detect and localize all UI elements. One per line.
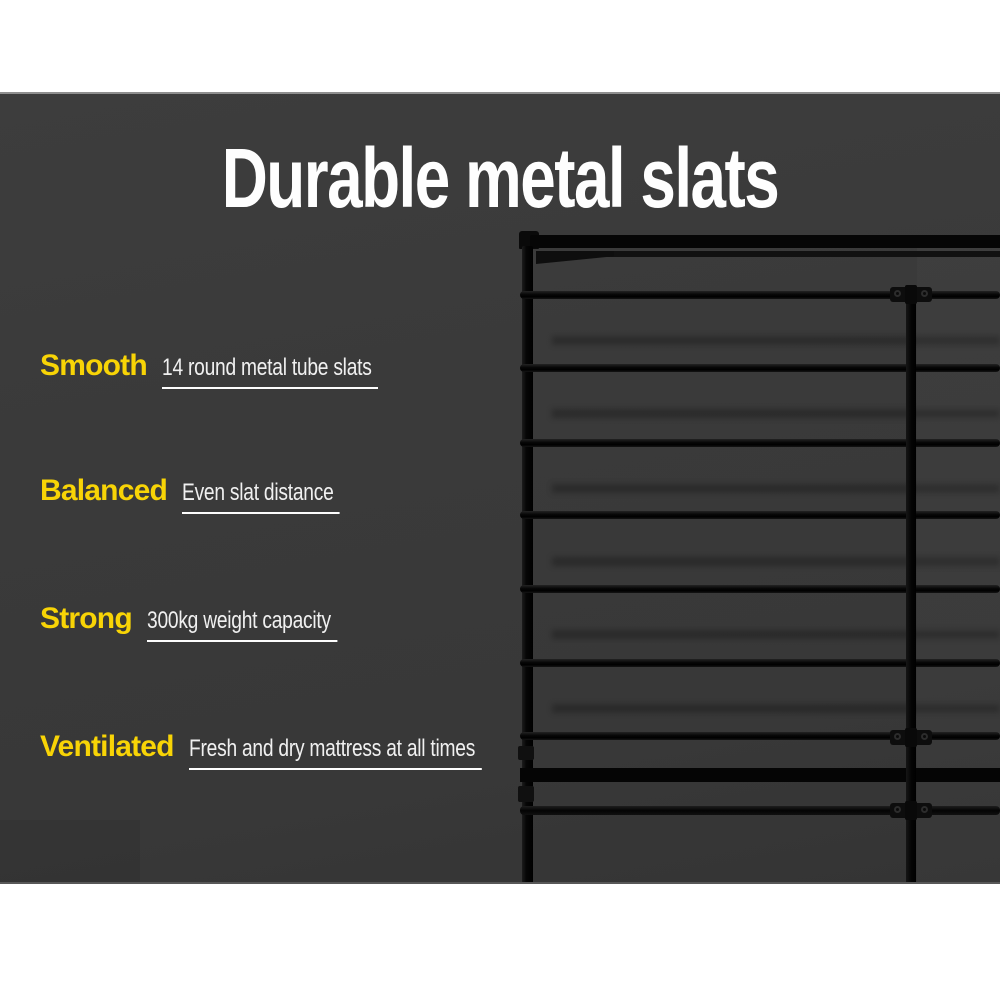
page-title: Durable metal slats	[221, 131, 780, 225]
feature-label: Ventilated	[40, 730, 175, 763]
feature-description: 300kg weight capacity	[146, 607, 338, 642]
feature-description: Even slat distance	[182, 479, 340, 514]
dark-background-panel	[0, 94, 1000, 882]
feature-label: Smooth	[40, 349, 148, 382]
bottom-panel-edge	[0, 882, 1000, 884]
top-white-strip	[0, 0, 1000, 92]
feature-label: Balanced	[40, 474, 168, 507]
feature-row-strong: Strong 300kg weight capacity	[40, 602, 385, 642]
feature-label: Strong	[40, 602, 133, 635]
feature-description: Fresh and dry mattress at all times	[188, 735, 482, 770]
top-panel-edge	[0, 92, 1000, 94]
feature-description: 14 round metal tube slats	[161, 354, 378, 389]
feature-row-balanced: Balanced Even slat distance	[40, 474, 379, 514]
feature-row-smooth: Smooth 14 round metal tube slats	[40, 349, 432, 389]
feature-row-ventilated: Ventilated Fresh and dry mattress at all…	[40, 730, 554, 770]
bottom-white-strip	[0, 884, 1000, 1000]
corner-shade	[0, 820, 140, 882]
